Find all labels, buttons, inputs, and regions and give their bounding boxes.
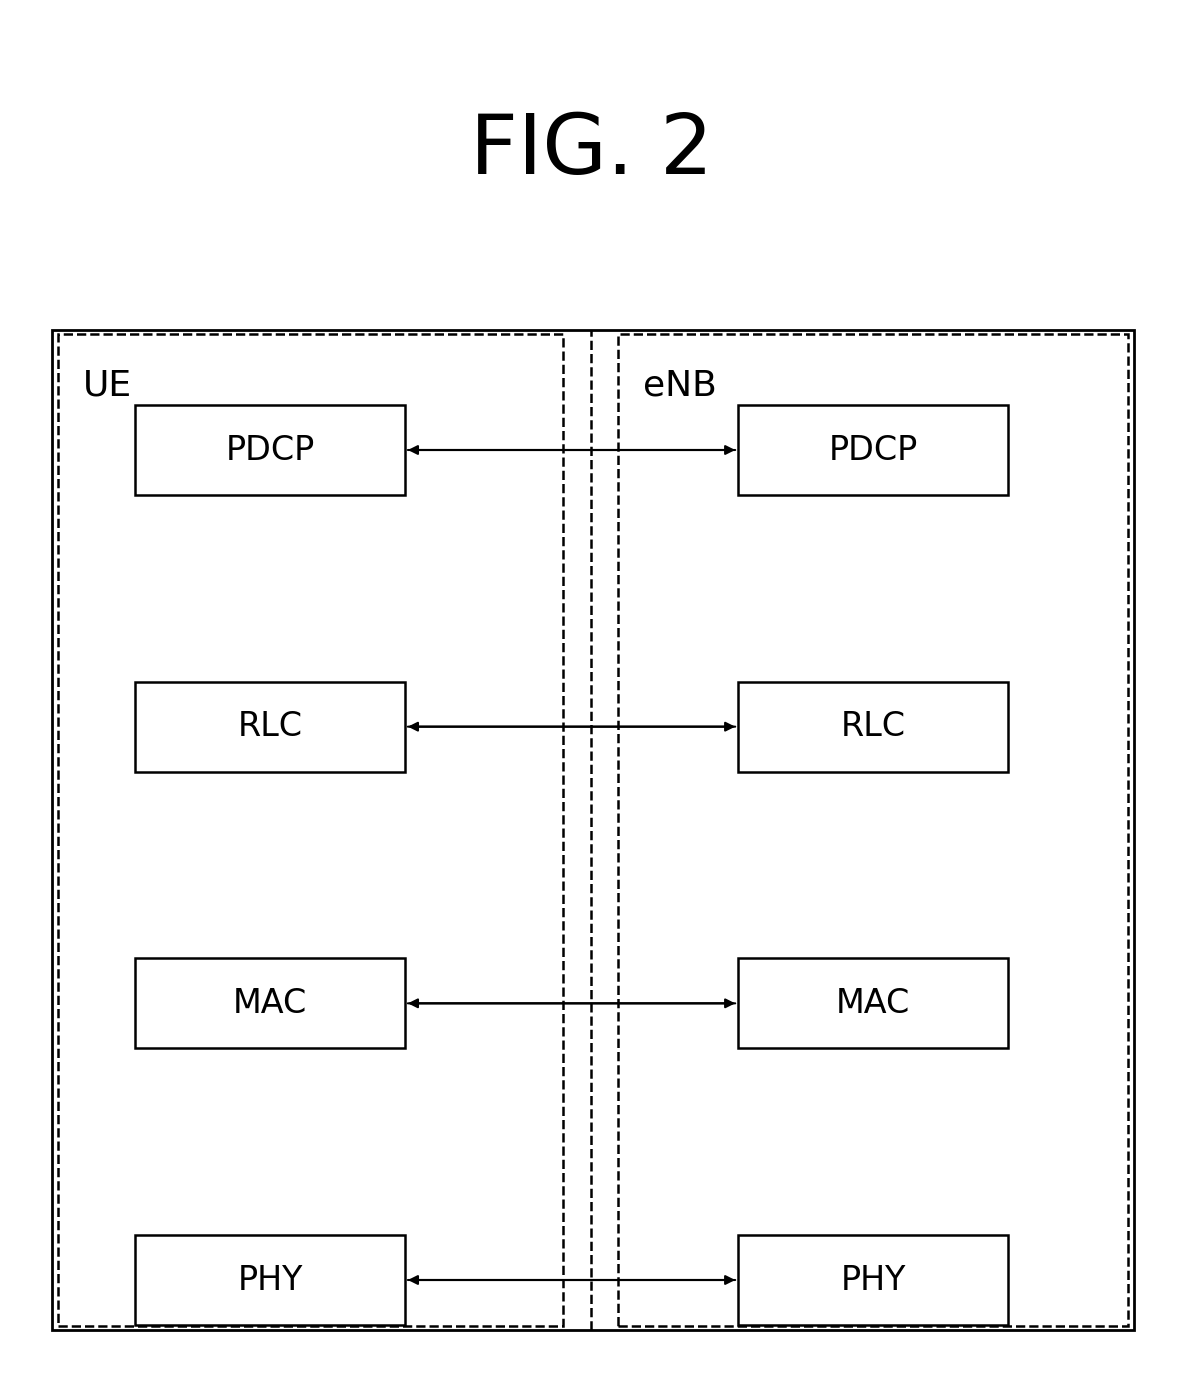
Bar — [58, 334, 564, 1326]
Bar — [135, 958, 405, 1049]
Bar — [618, 334, 1128, 1326]
Text: FIG. 2: FIG. 2 — [470, 110, 714, 191]
Bar — [738, 681, 1008, 772]
Text: PHY: PHY — [238, 1263, 303, 1297]
Bar — [738, 958, 1008, 1049]
Bar — [52, 330, 1134, 1330]
Text: MAC: MAC — [836, 986, 910, 1020]
Text: MAC: MAC — [233, 986, 307, 1020]
Bar — [135, 681, 405, 772]
Text: RLC: RLC — [841, 710, 906, 744]
Text: PDCP: PDCP — [225, 433, 315, 467]
Bar — [135, 1236, 405, 1325]
Text: PHY: PHY — [841, 1263, 906, 1297]
Bar — [738, 1236, 1008, 1325]
Bar — [738, 405, 1008, 495]
Text: PDCP: PDCP — [829, 433, 918, 467]
Text: RLC: RLC — [238, 710, 303, 744]
Text: UE: UE — [83, 368, 133, 403]
Bar — [135, 405, 405, 495]
Text: eNB: eNB — [643, 368, 716, 403]
